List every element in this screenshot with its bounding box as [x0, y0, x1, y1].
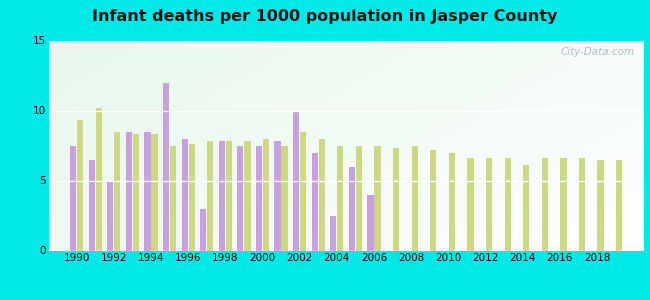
Bar: [207, 141, 213, 250]
Bar: [430, 150, 436, 250]
Bar: [318, 139, 325, 250]
Bar: [96, 108, 102, 250]
Bar: [579, 158, 585, 250]
Bar: [77, 120, 83, 250]
Bar: [70, 146, 76, 250]
Bar: [560, 158, 567, 250]
Text: City-Data.com: City-Data.com: [560, 47, 634, 57]
Bar: [163, 82, 169, 250]
Bar: [114, 131, 120, 250]
Bar: [281, 146, 288, 250]
Bar: [237, 146, 244, 250]
Bar: [170, 146, 176, 250]
Bar: [616, 160, 622, 250]
Bar: [88, 160, 95, 250]
Bar: [374, 146, 381, 250]
Bar: [337, 146, 343, 250]
Bar: [107, 181, 113, 250]
Bar: [367, 194, 374, 250]
Bar: [274, 141, 281, 250]
Bar: [541, 158, 548, 250]
Bar: [300, 131, 306, 250]
Bar: [144, 131, 151, 250]
Bar: [244, 141, 250, 250]
Bar: [181, 139, 188, 250]
Bar: [151, 134, 157, 250]
Bar: [393, 148, 399, 250]
Bar: [448, 152, 455, 250]
Bar: [226, 141, 232, 250]
Bar: [133, 134, 139, 250]
Bar: [218, 141, 225, 250]
Bar: [256, 146, 262, 250]
Bar: [356, 146, 362, 250]
Bar: [467, 158, 474, 250]
Bar: [523, 165, 529, 250]
Bar: [311, 152, 318, 250]
Bar: [504, 158, 511, 250]
Bar: [125, 131, 132, 250]
Bar: [411, 146, 418, 250]
Bar: [597, 160, 604, 250]
Bar: [349, 167, 355, 250]
Bar: [330, 215, 337, 250]
Bar: [263, 139, 269, 250]
Text: Infant deaths per 1000 population in Jasper County: Infant deaths per 1000 population in Jas…: [92, 9, 558, 24]
Bar: [486, 158, 492, 250]
Bar: [293, 110, 299, 250]
Bar: [200, 208, 206, 250]
Bar: [188, 144, 195, 250]
